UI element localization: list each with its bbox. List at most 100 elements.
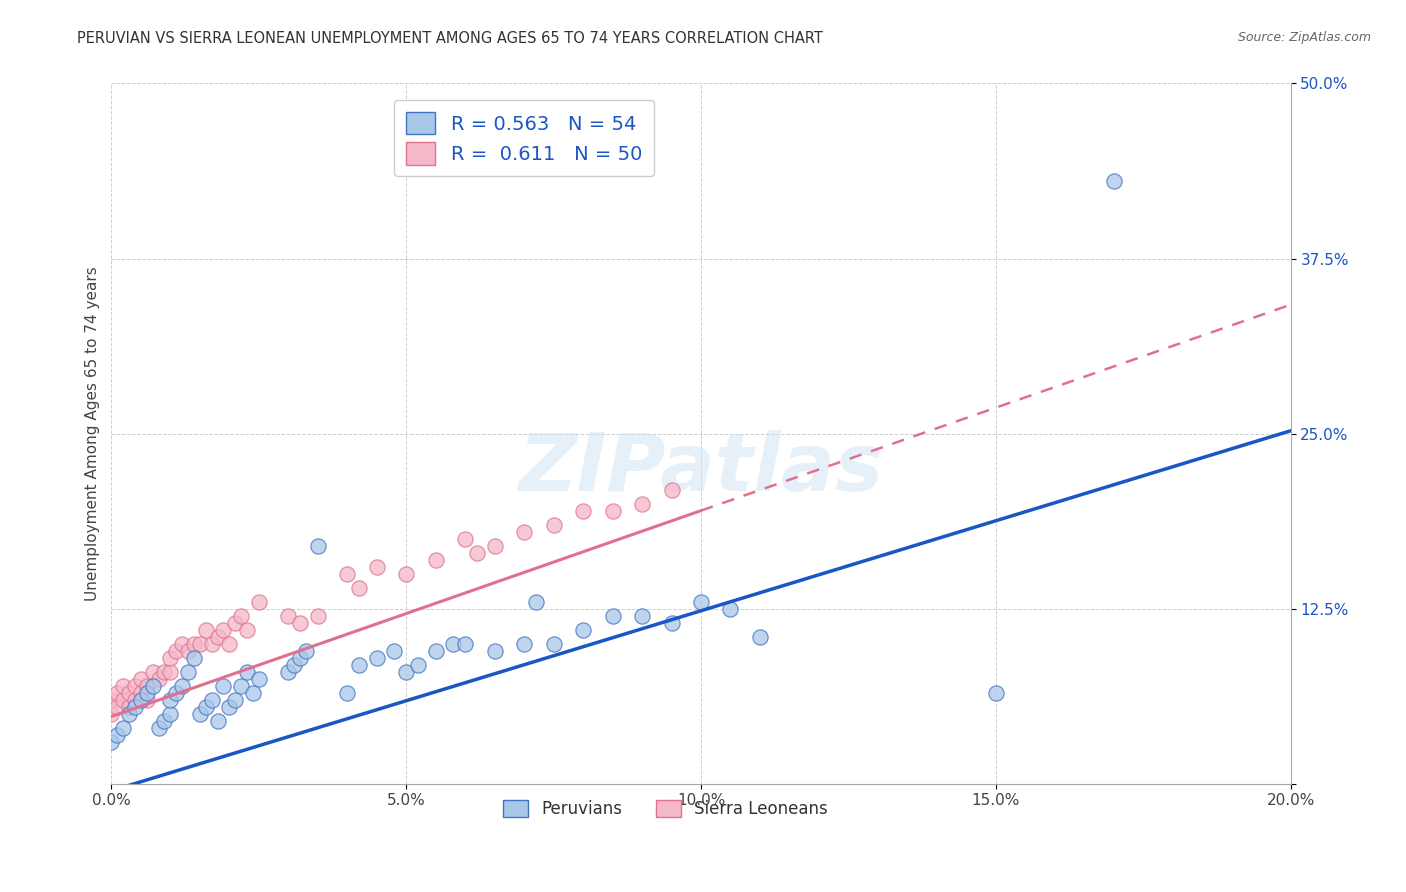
Point — [720, 601, 742, 615]
Point — [406, 657, 429, 672]
Point — [100, 735, 122, 749]
Point — [153, 714, 176, 728]
Point — [159, 650, 181, 665]
Point — [513, 524, 536, 539]
Point — [112, 679, 135, 693]
Text: ZIPatlas: ZIPatlas — [519, 430, 883, 508]
Point — [602, 608, 624, 623]
Point — [690, 595, 713, 609]
Point — [212, 623, 235, 637]
Point — [524, 595, 547, 609]
Point — [395, 566, 418, 581]
Point — [188, 637, 211, 651]
Point — [188, 706, 211, 721]
Point — [153, 665, 176, 679]
Point — [441, 637, 464, 651]
Point — [465, 546, 488, 560]
Point — [425, 552, 447, 566]
Point — [165, 686, 187, 700]
Point — [366, 650, 388, 665]
Point — [236, 665, 259, 679]
Point — [118, 699, 141, 714]
Point — [218, 699, 240, 714]
Point — [100, 706, 122, 721]
Point — [201, 637, 224, 651]
Point — [112, 692, 135, 706]
Point — [124, 699, 146, 714]
Point — [135, 679, 157, 693]
Point — [177, 665, 200, 679]
Point — [112, 721, 135, 735]
Point — [1102, 174, 1125, 188]
Point — [218, 637, 240, 651]
Point — [129, 686, 152, 700]
Point — [229, 608, 252, 623]
Point — [336, 686, 359, 700]
Point — [288, 650, 311, 665]
Point — [177, 643, 200, 657]
Point — [201, 692, 224, 706]
Point — [543, 517, 565, 532]
Point — [572, 503, 595, 517]
Point — [661, 483, 683, 497]
Point — [129, 692, 152, 706]
Point — [135, 686, 157, 700]
Point — [307, 608, 329, 623]
Point — [105, 728, 128, 742]
Point — [165, 643, 187, 657]
Point — [159, 665, 181, 679]
Point — [242, 686, 264, 700]
Point — [207, 630, 229, 644]
Point — [105, 699, 128, 714]
Point — [229, 679, 252, 693]
Point — [384, 643, 406, 657]
Point — [347, 657, 370, 672]
Point — [288, 615, 311, 630]
Point — [194, 623, 217, 637]
Point — [183, 650, 205, 665]
Point — [159, 706, 181, 721]
Point — [135, 692, 157, 706]
Point — [543, 637, 565, 651]
Point — [194, 699, 217, 714]
Point — [224, 692, 246, 706]
Point — [295, 643, 318, 657]
Point — [183, 637, 205, 651]
Point — [142, 665, 165, 679]
Text: Source: ZipAtlas.com: Source: ZipAtlas.com — [1237, 31, 1371, 45]
Point — [283, 657, 305, 672]
Text: PERUVIAN VS SIERRA LEONEAN UNEMPLOYMENT AMONG AGES 65 TO 74 YEARS CORRELATION CH: PERUVIAN VS SIERRA LEONEAN UNEMPLOYMENT … — [77, 31, 823, 46]
Point — [513, 637, 536, 651]
Point — [395, 665, 418, 679]
Point — [347, 581, 370, 595]
Point — [148, 672, 170, 686]
Legend: Peruvians, Sierra Leoneans: Peruvians, Sierra Leoneans — [496, 793, 835, 824]
Point — [484, 539, 506, 553]
Point — [602, 503, 624, 517]
Point — [366, 559, 388, 574]
Point — [631, 608, 654, 623]
Point — [425, 643, 447, 657]
Point — [277, 665, 299, 679]
Point — [224, 615, 246, 630]
Point — [631, 497, 654, 511]
Point — [142, 679, 165, 693]
Point — [247, 595, 270, 609]
Point — [100, 692, 122, 706]
Point — [454, 532, 477, 546]
Y-axis label: Unemployment Among Ages 65 to 74 years: Unemployment Among Ages 65 to 74 years — [86, 266, 100, 601]
Point — [118, 686, 141, 700]
Point — [307, 539, 329, 553]
Point — [159, 692, 181, 706]
Point — [661, 615, 683, 630]
Point — [484, 643, 506, 657]
Point — [212, 679, 235, 693]
Point — [336, 566, 359, 581]
Point — [148, 721, 170, 735]
Point — [124, 692, 146, 706]
Point — [129, 672, 152, 686]
Point — [247, 672, 270, 686]
Point — [277, 608, 299, 623]
Point — [572, 623, 595, 637]
Point — [749, 630, 772, 644]
